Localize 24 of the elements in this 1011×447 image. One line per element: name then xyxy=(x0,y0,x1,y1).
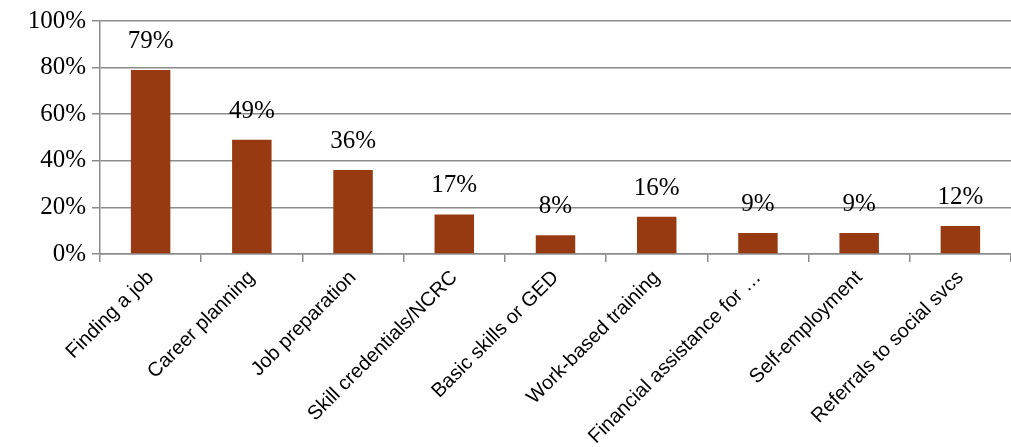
bar xyxy=(232,139,272,254)
y-tick-label: 0% xyxy=(52,238,86,266)
y-tick-label: 80% xyxy=(40,52,86,80)
bar xyxy=(130,69,171,254)
data-label: 9% xyxy=(741,189,775,217)
data-label: 12% xyxy=(937,182,984,210)
data-label: 9% xyxy=(842,189,876,217)
data-label: 49% xyxy=(228,95,275,123)
bar xyxy=(434,214,475,254)
y-tick-label: 100% xyxy=(27,5,86,33)
y-tick-label: 60% xyxy=(40,98,86,126)
data-label: 8% xyxy=(538,191,573,219)
y-tick-label: 40% xyxy=(40,145,86,173)
bar xyxy=(636,216,677,254)
y-tick-label: 20% xyxy=(40,191,86,219)
data-label: 79% xyxy=(127,25,174,53)
bar xyxy=(839,233,879,254)
bar xyxy=(333,170,373,254)
bar xyxy=(738,233,778,254)
bar xyxy=(940,226,981,254)
data-label: 17% xyxy=(431,170,478,198)
bar xyxy=(535,235,576,254)
data-label: 16% xyxy=(633,172,680,200)
data-label: 36% xyxy=(330,126,376,154)
